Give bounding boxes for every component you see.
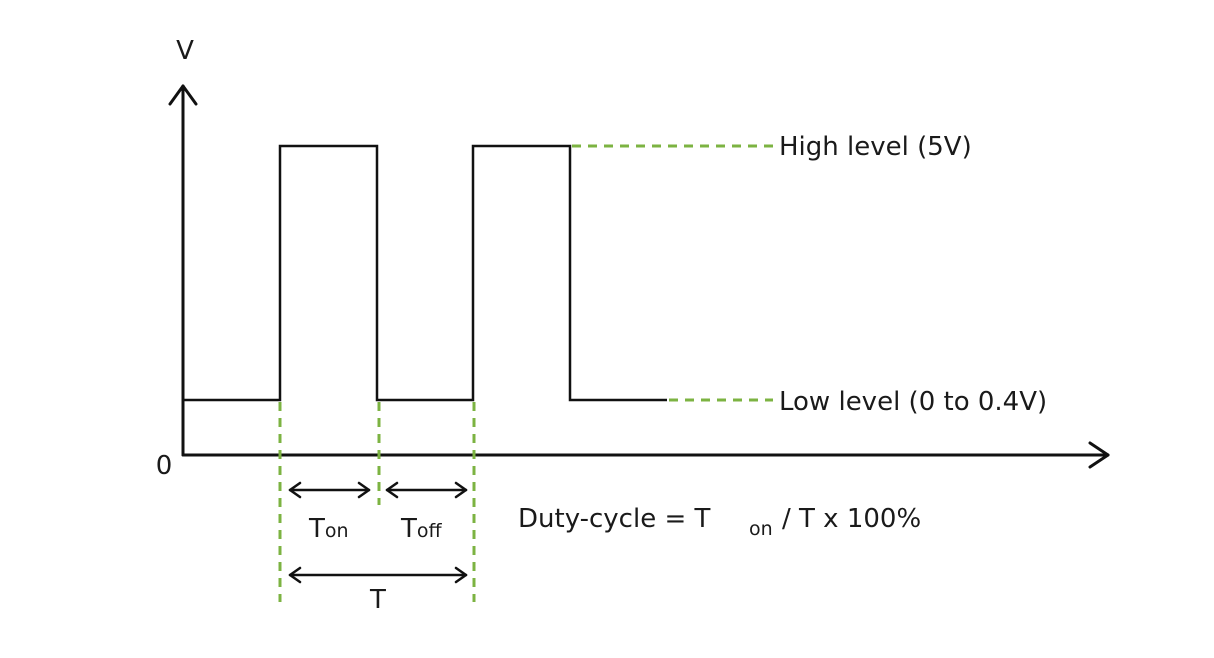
pwm-waveform — [183, 144, 667, 402]
dimension-arrows — [288, 481, 468, 584]
y-axis-arrowhead — [168, 84, 198, 106]
t-on-arrow-right-head — [357, 481, 371, 499]
level-guides: High level (5V) Low level (0 to 0.4V) — [572, 132, 1047, 417]
timing-guides — [278, 402, 476, 602]
t-on-main: T — [308, 514, 325, 544]
high-level-label: High level (5V) — [779, 132, 972, 162]
t-off-subscript: off — [417, 520, 443, 542]
formula-subscript: on — [749, 518, 773, 540]
t-off-main: T — [400, 514, 417, 544]
y-axis-label: V — [176, 36, 194, 66]
t-off-label: Toff — [400, 514, 443, 544]
t-on-label: Ton — [308, 514, 349, 544]
t-off-arrow-left-head — [385, 481, 399, 499]
t-on-arrow-left-head — [288, 481, 302, 499]
period-label: T — [369, 585, 386, 615]
period-arrow-right-head — [454, 566, 468, 584]
t-off-arrow-right-head — [454, 481, 468, 499]
duty-cycle-formula: Duty-cycle = T on / T x 100% — [518, 504, 921, 540]
period-arrow-left-head — [288, 566, 302, 584]
formula-prefix: Duty-cycle = T — [518, 504, 711, 534]
formula-suffix: / T x 100% — [782, 504, 921, 534]
origin-label: 0 — [156, 451, 173, 481]
x-axis-arrowhead — [1088, 441, 1110, 469]
timing-labels: Ton Toff T — [308, 514, 443, 615]
t-on-subscript: on — [325, 520, 349, 542]
axes: V 0 — [156, 36, 1110, 481]
low-level-label: Low level (0 to 0.4V) — [779, 387, 1047, 417]
